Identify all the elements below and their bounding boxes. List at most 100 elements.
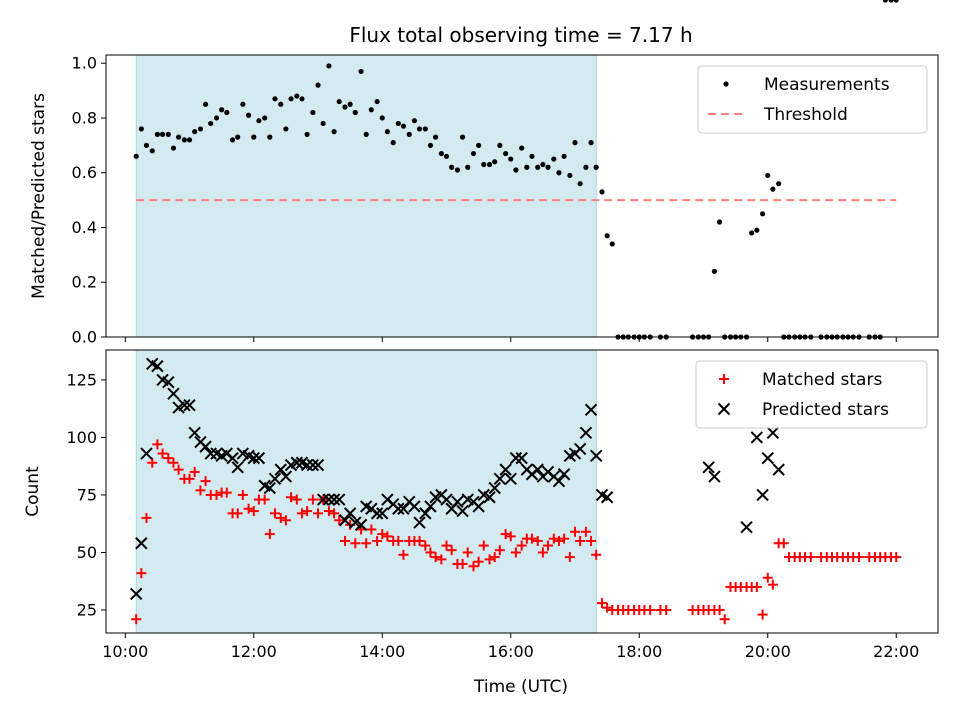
x-stroke-2 [236,447,250,460]
measurement-point [888,0,894,3]
matched-point [221,487,232,498]
measurement-point [422,126,428,132]
predicted-point [419,507,432,520]
x-stroke-2 [595,488,609,502]
matched-point [414,535,425,546]
matched-point [195,485,206,496]
predicted-point [162,376,175,389]
matched-point [361,538,372,549]
y-tick-label: 50 [77,543,97,562]
measurement-point [213,115,220,121]
matched-point [147,457,158,468]
measurement-point [208,120,214,127]
x-stroke-2 [322,493,336,506]
measurement-point [770,186,776,192]
legend-label: Matched stars [762,370,882,390]
measurement-point [449,164,455,170]
matched-point [275,512,286,523]
matched-point [489,552,500,563]
x-stroke-2 [600,491,614,504]
matched-point [591,549,602,560]
x-stroke-2 [167,387,180,400]
measurement-point [246,112,252,118]
measurement-point [776,181,782,187]
matched-point [211,489,222,500]
x-stroke-2 [311,458,325,472]
measurement-point [278,101,284,107]
x-stroke-2 [702,461,715,474]
predicted-point [333,493,346,506]
predicted-point [750,431,764,444]
x-stroke-2 [708,470,721,483]
predicted-point [483,491,496,504]
y-tick-label: 0.8 [72,108,97,127]
x-stroke-2 [579,426,593,440]
y-tick-label: 25 [77,600,97,619]
measurement-point [454,167,461,173]
predicted-point [188,426,201,440]
measurement-point [299,96,305,102]
x-stroke-2 [376,507,389,520]
predicted-point [772,463,785,476]
x-stroke-2 [772,463,785,476]
measurement-point [459,134,466,140]
measurement-point [170,145,177,151]
measurement-point [519,145,525,151]
matched-point [505,531,516,542]
predicted-point [515,451,528,465]
legend-swatch [723,81,729,87]
matched-point [751,581,762,592]
measurement-point [267,134,273,140]
predicted-point [343,507,357,520]
x-stroke-2 [204,447,217,460]
matched-point [564,552,575,563]
predicted-point [268,472,282,486]
x-stroke-2 [151,359,164,373]
measurement-point [583,164,589,170]
x-stroke-2 [156,373,169,387]
legend-swatch [717,402,731,416]
measurement-point [497,142,503,148]
matched-point [602,602,613,613]
x-stroke-2 [557,468,571,481]
measurement-point [256,118,262,124]
matched-point [510,547,521,558]
x-stroke-2 [290,456,304,469]
matched-point [173,464,184,475]
matched-point [189,466,200,477]
matched-point [339,535,350,546]
x-stroke-2 [493,472,507,486]
x-tick-label: 18:00 [616,642,662,661]
y-axis-label: Count [23,466,43,517]
matched-point [446,545,457,556]
predicted-point [300,458,314,472]
predicted-point [354,518,368,532]
measurement-point [411,118,417,124]
measurement-point [427,142,434,148]
matched-point [350,538,361,549]
predicted-point [274,463,287,476]
x-stroke-2 [306,458,320,472]
predicted-point [440,493,453,506]
predicted-point [290,456,304,469]
matched-point [334,515,345,526]
predicted-point [600,491,614,504]
predicted-point [584,403,598,417]
x-stroke-2 [499,463,512,476]
matched-point [136,568,147,579]
matched-point [778,538,789,549]
measurement-point [577,181,583,187]
measurement-point [224,109,230,116]
x-stroke-2 [408,500,421,513]
predicted-point [279,470,293,483]
predicted-point [557,468,571,481]
matched-point [473,556,484,567]
measurement-point [443,153,450,159]
x-tick-label: 16:00 [488,642,534,661]
x-stroke-2 [413,516,426,529]
predicted-point [766,426,780,440]
measurement-point [288,96,294,102]
measurement-point [315,82,321,88]
predicted-point [178,399,191,412]
